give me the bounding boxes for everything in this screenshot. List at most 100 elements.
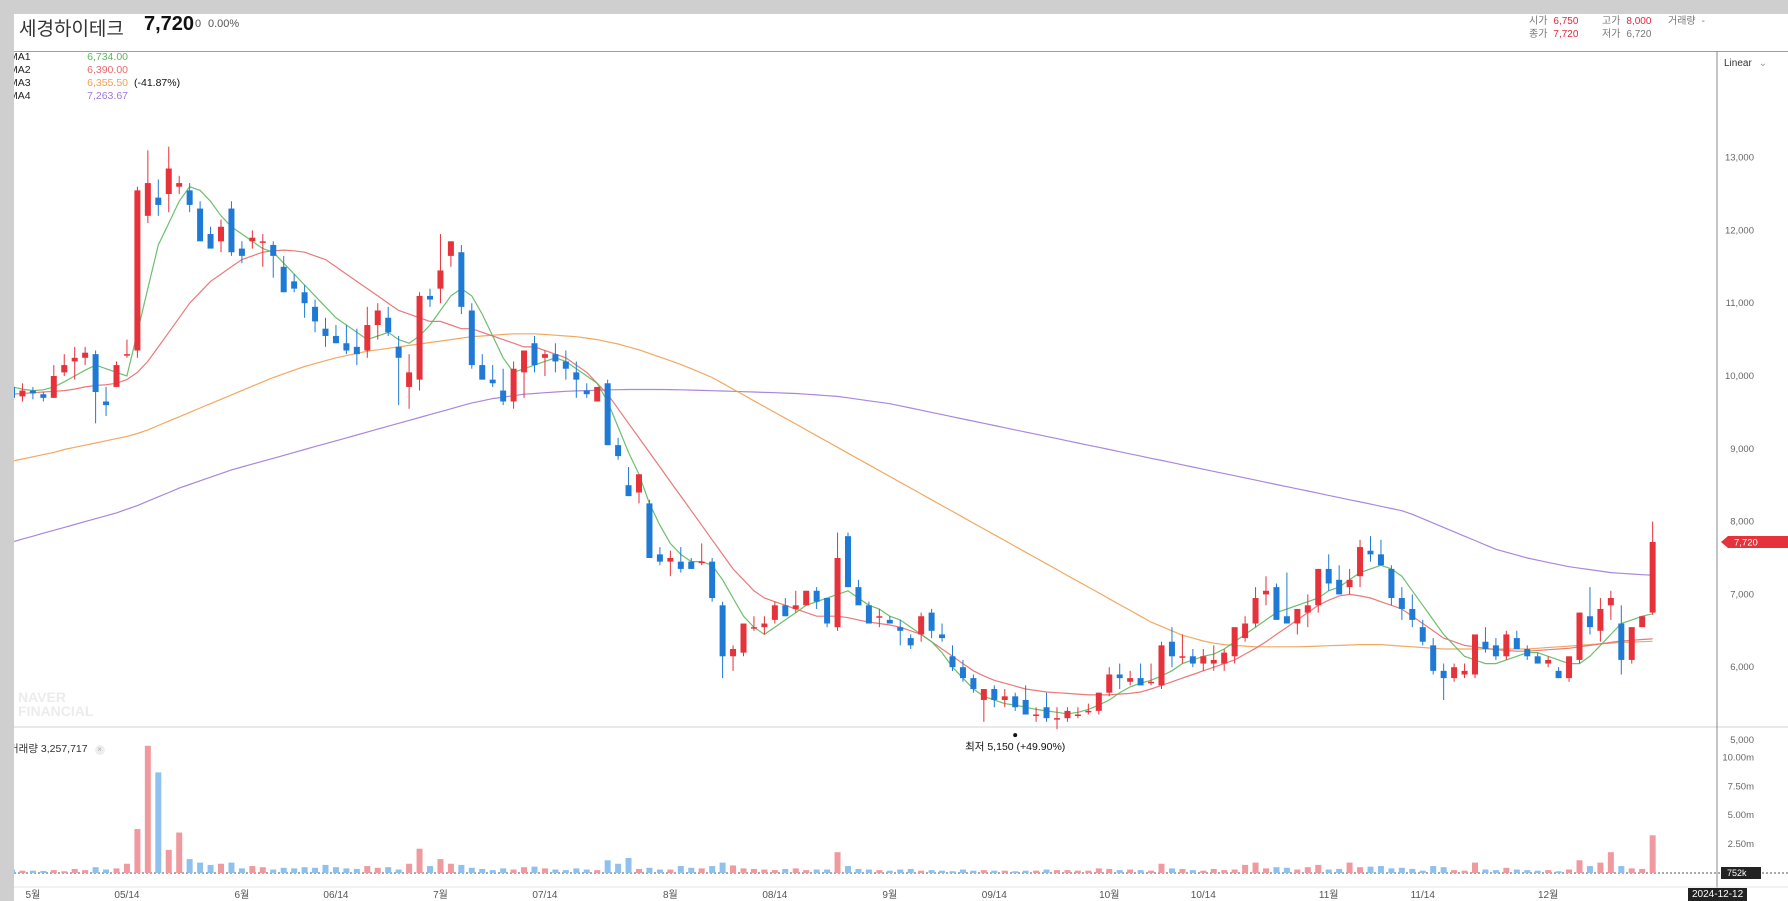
candle-body bbox=[416, 295, 423, 380]
candlestick-chart[interactable]: 13,000 12,000 11,000 10,000 9,000 8,000 7,000 6… bbox=[14, 14, 1788, 901]
volume-bar bbox=[155, 772, 162, 873]
candle-body bbox=[1628, 627, 1635, 660]
volume-bar bbox=[625, 857, 632, 873]
volume-bar bbox=[1336, 868, 1343, 873]
ma4-value: 7,263.67 bbox=[87, 90, 128, 102]
watermark-line-1: NAVER bbox=[18, 689, 66, 705]
candle-body bbox=[886, 619, 893, 624]
scale-mode-dropdown[interactable]: Linear ⌄ bbox=[1718, 54, 1788, 74]
volume-bar bbox=[1054, 870, 1060, 873]
volume-tag-shape bbox=[1721, 867, 1761, 879]
volume-bar bbox=[740, 868, 747, 873]
candle-body bbox=[656, 554, 663, 562]
volume-bar bbox=[134, 829, 141, 873]
ma3-value: 6,355.50 bbox=[87, 77, 128, 89]
candle-body bbox=[50, 376, 57, 398]
volume-bar bbox=[855, 868, 862, 873]
candle-body bbox=[332, 335, 339, 344]
volume-bar bbox=[1639, 868, 1646, 873]
ma3-change-badge: (-41.87%) bbox=[132, 77, 183, 89]
ma1-line bbox=[14, 185, 1653, 715]
candle-body bbox=[1001, 696, 1008, 700]
candle-body bbox=[1273, 587, 1280, 620]
volume-bar bbox=[1524, 870, 1531, 873]
volume-bar bbox=[552, 869, 559, 873]
candle-body bbox=[907, 638, 914, 646]
volume-bar bbox=[771, 870, 778, 873]
candle-body bbox=[1043, 707, 1050, 719]
candle-body bbox=[897, 627, 904, 631]
volume-bar bbox=[792, 868, 799, 873]
volume-bar bbox=[479, 868, 486, 873]
volume-bar bbox=[1095, 868, 1102, 873]
x-tick-label: 06/14 bbox=[323, 890, 348, 901]
candle-body bbox=[1294, 608, 1301, 624]
candle-body bbox=[1357, 547, 1364, 577]
volume-bar bbox=[144, 745, 151, 873]
candle-body bbox=[1482, 641, 1489, 649]
ohlc-close: 종가 7,720 bbox=[1529, 29, 1579, 40]
candle-body bbox=[1336, 579, 1343, 595]
candle-body bbox=[1315, 568, 1322, 606]
candle-body bbox=[489, 379, 496, 384]
candle-body bbox=[468, 310, 475, 366]
candle-body bbox=[761, 623, 768, 628]
volume-bar bbox=[688, 867, 695, 873]
volume-bar bbox=[1064, 870, 1071, 873]
candle-body bbox=[353, 346, 360, 355]
volume-bar bbox=[312, 867, 319, 873]
candle-body bbox=[1189, 656, 1196, 664]
candle-body bbox=[1461, 670, 1468, 675]
volume-title-text: 거래량 3,257,717 bbox=[14, 743, 88, 755]
y-tick-label: 7,000 bbox=[1730, 589, 1754, 600]
candle-body bbox=[1127, 678, 1134, 682]
volume-bar bbox=[165, 849, 172, 873]
volume-bar bbox=[71, 868, 78, 873]
low-marker-label: 최저 5,150 (+49.90%) bbox=[965, 741, 1065, 753]
candle-body bbox=[1179, 656, 1186, 658]
candle-body bbox=[103, 401, 110, 406]
ma2-label: MA2 bbox=[14, 64, 31, 76]
candle-body bbox=[991, 689, 998, 700]
candle-body bbox=[771, 605, 778, 620]
candle-body bbox=[1419, 627, 1426, 642]
candle-body bbox=[1440, 670, 1447, 679]
watermark: NAVER FINANCIAL bbox=[18, 690, 93, 718]
volume-bar bbox=[886, 870, 893, 873]
candle-body bbox=[395, 346, 402, 358]
candle-body bbox=[479, 365, 486, 380]
ma2-line bbox=[14, 249, 1653, 696]
candle-body bbox=[949, 656, 956, 668]
price-change-pct: 0.00% bbox=[208, 18, 240, 30]
volume-bar bbox=[897, 869, 904, 873]
volume-bar bbox=[813, 869, 820, 873]
candle-body bbox=[1304, 605, 1311, 613]
candle-body bbox=[207, 234, 214, 249]
volume-bar bbox=[928, 870, 935, 873]
candle-body bbox=[322, 328, 329, 336]
stock-name[interactable]: 세경하이테크 bbox=[19, 19, 124, 40]
candle-body bbox=[1012, 696, 1019, 708]
volume-bar bbox=[1074, 870, 1081, 873]
candle-body bbox=[1054, 718, 1060, 720]
candle-body bbox=[1137, 678, 1144, 686]
close-icon[interactable]: × bbox=[94, 745, 105, 755]
candle-body bbox=[1106, 674, 1113, 693]
candle-body bbox=[40, 394, 47, 398]
y-tick-label: 13,000 bbox=[1725, 153, 1754, 164]
candle-body bbox=[1618, 623, 1625, 660]
y-tick-label: 9,000 bbox=[1730, 444, 1754, 455]
volume-bar bbox=[698, 868, 705, 873]
volume-bar bbox=[1388, 868, 1395, 873]
volume-bar bbox=[416, 848, 423, 873]
candle-body bbox=[61, 365, 68, 373]
volume-bar bbox=[82, 870, 89, 873]
chart-app: 세경하이테크 7,720 0 0.00% 시가 6,750 고가 8,000 거래량… bbox=[14, 14, 1788, 901]
candle-body bbox=[1242, 623, 1249, 639]
candle-body bbox=[447, 241, 454, 256]
ohlc-low: 저가 6,720 bbox=[1602, 29, 1652, 40]
volume-bar bbox=[761, 869, 768, 873]
candle-body bbox=[218, 226, 224, 242]
volume-bar bbox=[1210, 868, 1217, 873]
x-tick-label: 7월 bbox=[433, 889, 448, 901]
